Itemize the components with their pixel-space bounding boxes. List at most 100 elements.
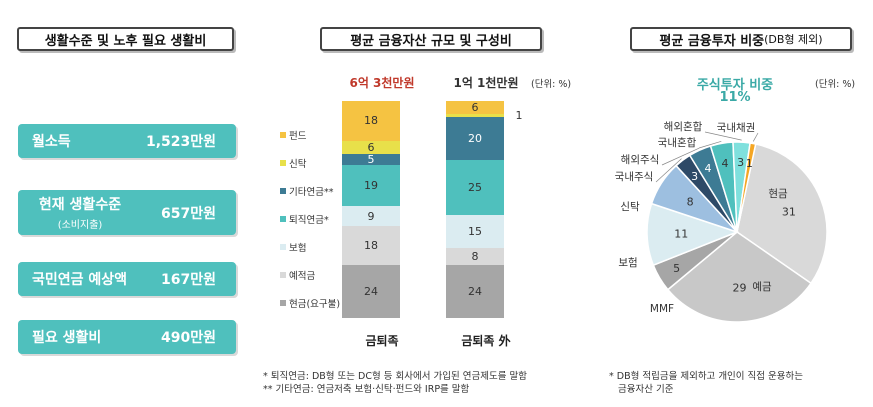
pie-slice: [736, 142, 757, 233]
national-pension-label: 국민연금 예상액: [32, 272, 128, 288]
legend-label: 펀드: [289, 131, 307, 142]
living-standard-card: 현재 생활수준 (소비지출) 657만원: [18, 190, 236, 235]
bar-category-label: 금퇴족 外: [461, 334, 511, 348]
legend-label: 신탁: [289, 159, 307, 170]
bar-value-label: 25: [468, 181, 482, 195]
bar-value-label: 15: [468, 224, 482, 238]
pie-value-label: 5: [673, 262, 680, 275]
bar-segment: 6: [342, 140, 400, 154]
bar-segment: 20: [446, 116, 504, 161]
pie-category-label: MMF: [650, 303, 674, 315]
bar-value-label: 6: [367, 140, 375, 154]
pie-value-label: 31: [782, 205, 796, 218]
pie-leader-line: [752, 132, 759, 142]
pie-category-label: 현금: [768, 188, 788, 200]
pie-value-label: 29: [732, 282, 746, 295]
left-panel-title: 생활수준 및 노후 필요 생활비: [17, 27, 234, 51]
bar-value-label: 20: [468, 131, 482, 145]
legend-label: 예적금: [289, 271, 316, 282]
legend-item: 퇴직연금*: [280, 212, 329, 226]
pie-category-label: 해외주식: [621, 153, 660, 166]
bar-total-label: 1억 1천만원: [453, 76, 519, 90]
pie-slice: [736, 143, 828, 285]
bar-value-label: 18: [364, 239, 378, 253]
bar-segment: 19: [342, 164, 400, 207]
living-standard-value: 657만원: [161, 205, 216, 222]
legend-label: 기타연금**: [289, 187, 334, 198]
pie-value-label: 3: [691, 170, 698, 183]
pie-category-label: 국내채권: [717, 122, 756, 134]
bar-total-label: 6억 3천만원: [349, 76, 415, 90]
legend-item: 예적금: [280, 268, 315, 282]
required-living-cost-card: 필요 생활비 490만원: [18, 320, 236, 354]
pie-category-label: 예금: [752, 280, 772, 293]
legend-swatch: [280, 160, 286, 166]
legend-swatch: [280, 188, 286, 194]
right-unit-label: (단위: %): [815, 79, 856, 90]
bar-segment: 9: [342, 206, 400, 226]
bar-segment: 24: [446, 265, 504, 318]
living-standard-label: 현재 생활수준: [38, 197, 122, 213]
bar-segment: 8: [446, 247, 504, 266]
bar-value-label: 5: [367, 152, 375, 166]
bar-value-label: 6: [471, 101, 479, 115]
stock-share-value: 11%: [719, 90, 751, 105]
right-panel-title-text: 평균 금융투자 비중: [659, 33, 765, 49]
pie-note-line-2: 금융자산 기준: [618, 384, 674, 395]
pie-category-label: 해외혼합: [664, 120, 703, 133]
pie-category-label: 신탁: [620, 201, 640, 213]
legend-swatch: [280, 300, 286, 306]
stock-share-heading: 주식투자 비중: [696, 78, 774, 93]
legend-item: 펀드: [280, 128, 306, 142]
bar-segment: 15: [446, 215, 504, 248]
bar-value-label: 19: [364, 178, 378, 192]
bar-value-label-outside: 1: [515, 108, 523, 122]
left-panel-title-text: 생활수준 및 노후 필요 생활비: [44, 33, 207, 49]
bar-segment: 18: [342, 226, 400, 266]
bar-segment: [446, 114, 504, 117]
bar-category-label: 금퇴족: [365, 334, 399, 348]
national-pension-value: 167만원: [161, 272, 216, 288]
bar-segment: 6: [446, 101, 504, 115]
living-standard-sublabel: (소비지출): [57, 220, 103, 231]
pie-category-label: 보험: [618, 257, 637, 269]
other-pension-note: ** 기타연금: 연금저축 보험·신탁·펀드와 IRP를 말함: [263, 384, 470, 395]
pie-slice: [666, 231, 813, 323]
bar-value-label: 24: [364, 285, 378, 299]
required-living-cost-value: 490만원: [161, 330, 216, 346]
legend-swatch: [280, 216, 286, 222]
legend-item: 보험: [280, 240, 306, 254]
pie-value-label: 1: [746, 157, 753, 170]
legend-item: 신탁: [280, 156, 306, 170]
bar-value-label: 18: [364, 114, 378, 128]
bar-segment: 5: [342, 152, 400, 166]
right-panel-title-sub: (DB형 제외): [764, 33, 823, 46]
right-panel-title: 평균 금융투자 비중 (DB형 제외): [630, 27, 852, 51]
legend-swatch: [280, 272, 286, 278]
pie-leader-line: [704, 131, 742, 141]
pie-value-label: 11: [674, 228, 688, 241]
legend-label: 퇴직연금*: [289, 215, 329, 226]
pie-category-label: 국내주식: [615, 171, 654, 183]
pie-value-label: 4: [705, 162, 712, 175]
income-value: 1,523만원: [145, 134, 216, 150]
middle-unit-label: (단위: %): [531, 79, 572, 90]
legend-swatch: [280, 132, 286, 138]
retirement-pension-note: * 퇴직연금: DB형 또는 DC형 등 회사에서 가입된 연금제도를 말함: [263, 371, 527, 382]
pie-value-label: 4: [722, 157, 729, 170]
pie-leader-line: [655, 158, 682, 183]
middle-panel-title-text: 평균 금융자산 규모 및 구성비: [350, 33, 512, 49]
legend-label: 현금(요구불): [289, 299, 341, 310]
pie-category-label: 국내혼합: [658, 136, 697, 149]
pie-leader-line: [698, 141, 722, 149]
bar-value-label: 24: [468, 285, 482, 299]
pie-value-label: 3: [737, 156, 744, 169]
legend-item: 기타연금**: [280, 184, 333, 198]
pie-leader-line: [661, 147, 700, 166]
living-standard-label-group: 현재 생활수준 (소비지출): [18, 194, 142, 231]
income-label: 월소득: [32, 134, 71, 150]
bar-segment: 18: [342, 101, 400, 141]
pie-note-line-1: * DB형 적립금을 제외하고 개인이 직접 운용하는: [609, 371, 804, 382]
required-living-cost-label: 필요 생활비: [32, 330, 102, 346]
